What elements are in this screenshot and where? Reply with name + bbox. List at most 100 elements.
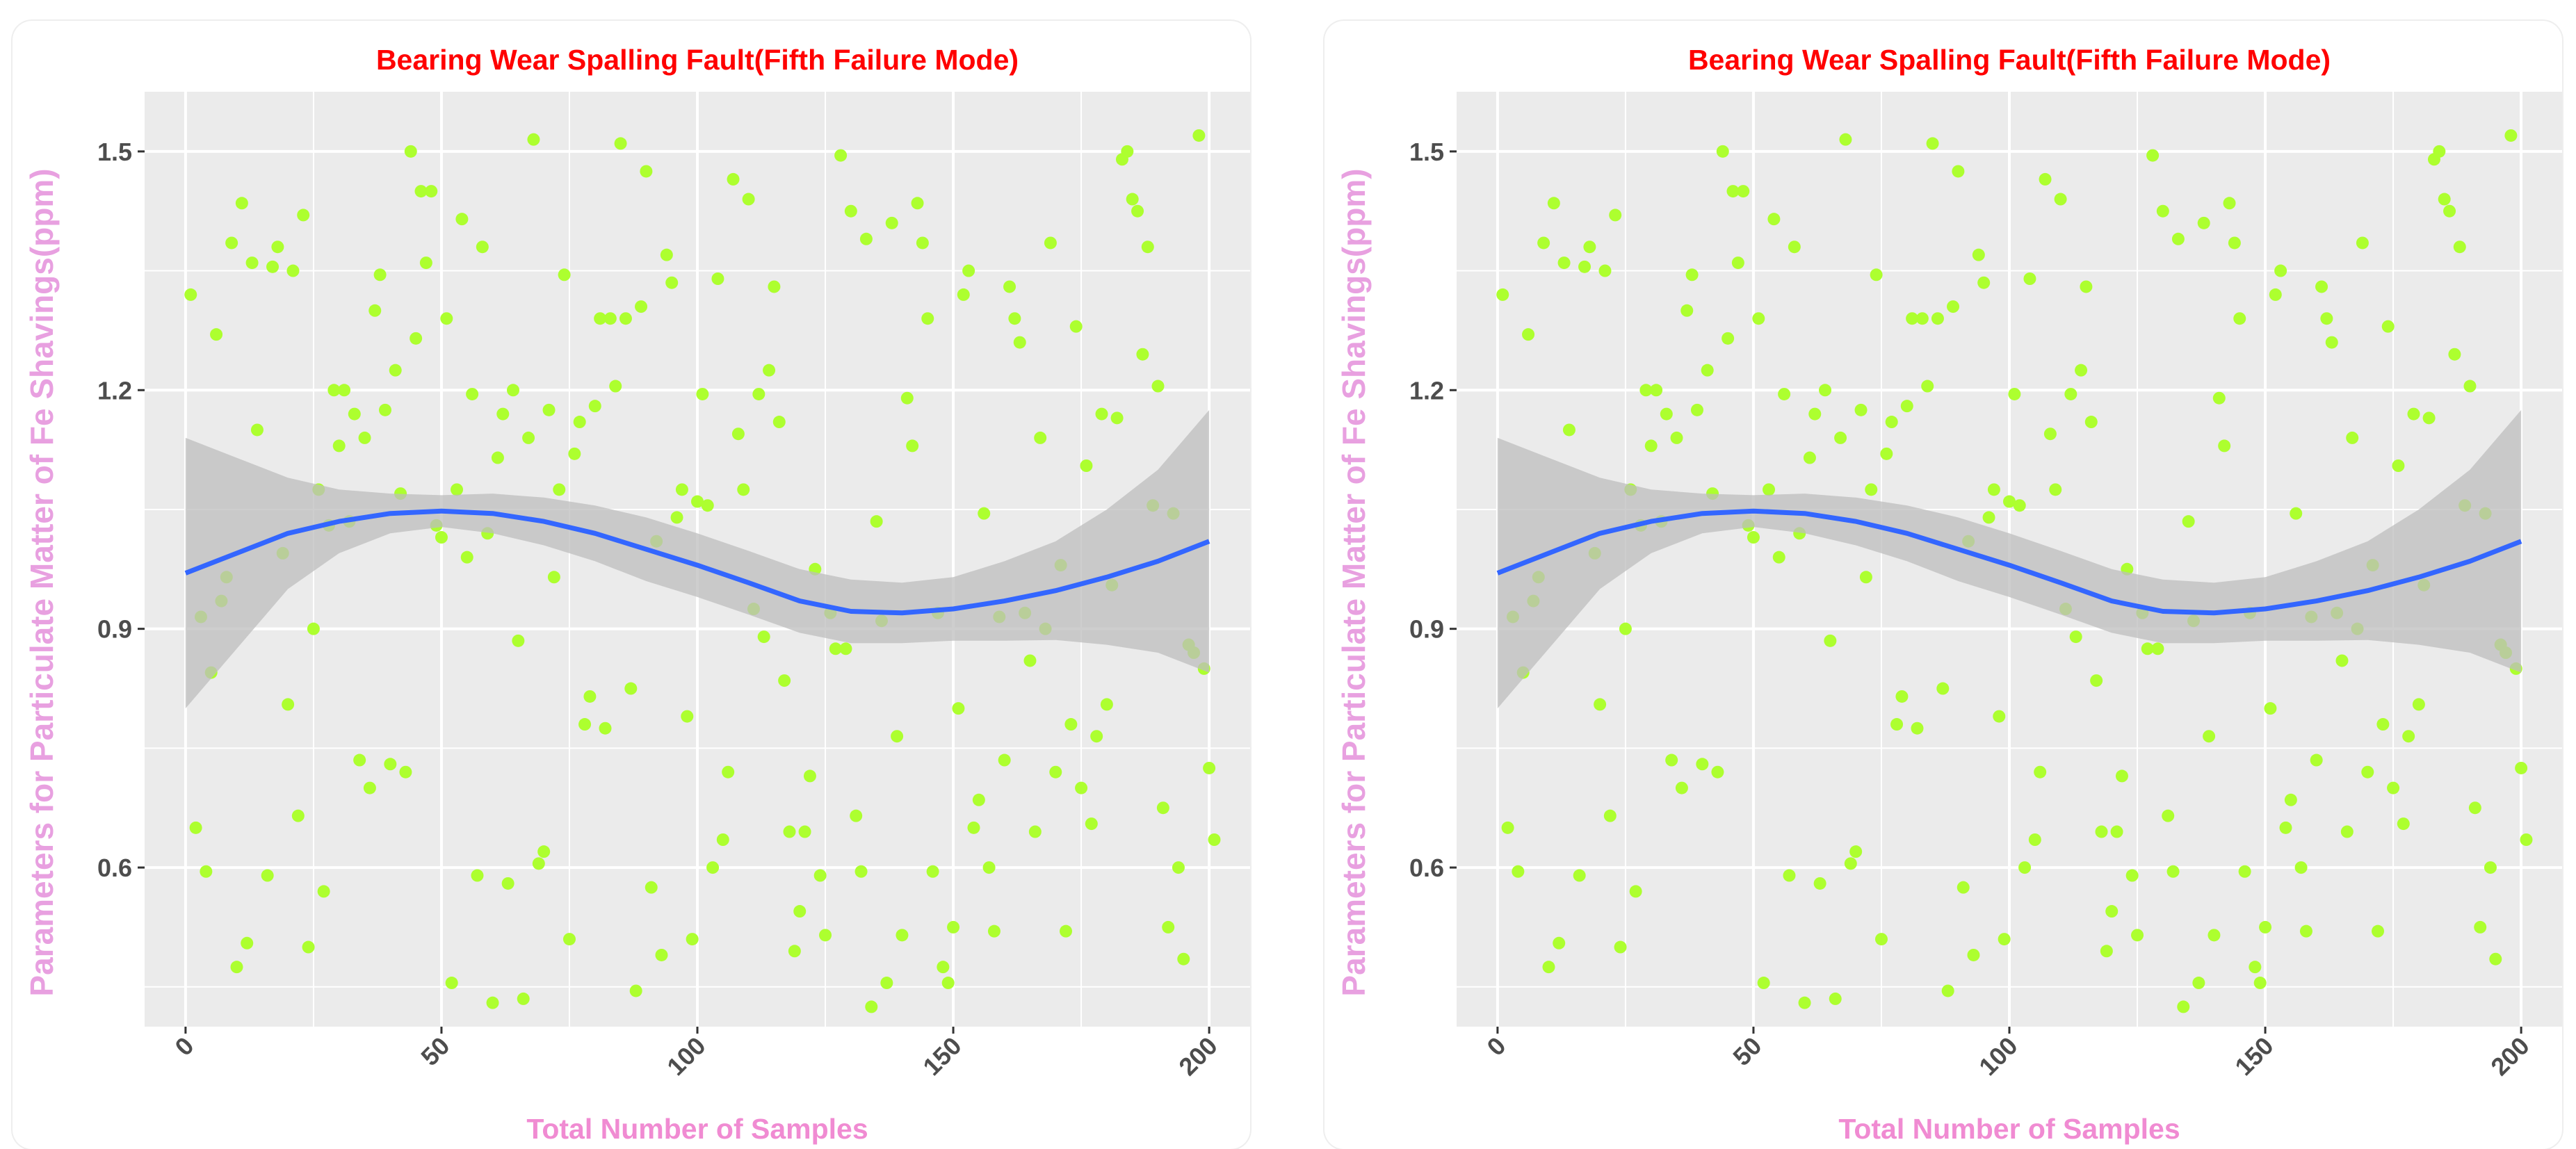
data-point bbox=[1731, 256, 1744, 270]
data-point bbox=[1172, 861, 1185, 874]
data-point bbox=[1854, 403, 1868, 416]
data-point bbox=[1629, 885, 1642, 898]
data-point bbox=[2039, 172, 2052, 186]
data-point bbox=[471, 869, 484, 882]
x-tick-label: 150 bbox=[2229, 1032, 2278, 1081]
data-point bbox=[2100, 945, 2113, 958]
data-point bbox=[1547, 197, 1560, 210]
data-point bbox=[286, 264, 300, 277]
data-point bbox=[1644, 439, 1658, 453]
data-point bbox=[967, 821, 980, 834]
data-point bbox=[1690, 403, 1703, 416]
data-point bbox=[1609, 209, 1622, 222]
data-point bbox=[1890, 718, 1904, 731]
chart-title: Bearing Wear Spalling Fault(Fifth Failur… bbox=[376, 44, 1019, 76]
data-point bbox=[491, 451, 504, 464]
data-point bbox=[2372, 924, 2384, 938]
data-point bbox=[896, 929, 909, 942]
data-point bbox=[2034, 765, 2047, 779]
data-point bbox=[225, 236, 238, 250]
data-point bbox=[947, 920, 960, 934]
data-point bbox=[2218, 439, 2231, 453]
data-point bbox=[619, 312, 632, 325]
data-point bbox=[1747, 531, 1760, 544]
data-point bbox=[558, 268, 571, 282]
data-point bbox=[512, 634, 525, 647]
data-point bbox=[1819, 384, 1831, 397]
data-point bbox=[1685, 268, 1699, 282]
data-point bbox=[1798, 996, 1811, 1009]
data-point bbox=[2290, 507, 2303, 520]
data-point bbox=[2110, 825, 2123, 838]
data-point bbox=[803, 769, 816, 783]
data-point bbox=[711, 272, 724, 285]
x-tick-label: 50 bbox=[1727, 1032, 1767, 1071]
data-point bbox=[1931, 312, 1944, 325]
data-point bbox=[645, 881, 658, 894]
data-point bbox=[1993, 710, 2006, 723]
data-point bbox=[1614, 940, 1627, 954]
data-point bbox=[2166, 865, 2180, 878]
data-point bbox=[1023, 654, 1037, 667]
scatter-chart-left: Bearing Wear Spalling Fault(Fifth Failur… bbox=[24, 44, 1250, 1145]
data-point bbox=[727, 172, 740, 186]
data-point bbox=[1095, 407, 1108, 421]
data-point bbox=[1080, 459, 1093, 472]
data-point bbox=[1573, 869, 1586, 882]
data-point bbox=[373, 268, 387, 282]
data-point bbox=[2003, 495, 2016, 508]
data-point bbox=[261, 869, 274, 882]
data-point bbox=[1110, 411, 1124, 425]
data-point bbox=[599, 722, 612, 735]
data-point bbox=[1075, 781, 1088, 794]
data-point bbox=[378, 403, 391, 416]
data-point bbox=[363, 781, 376, 794]
data-point bbox=[1947, 300, 1960, 313]
x-tick-label: 0 bbox=[1481, 1032, 1511, 1061]
data-point bbox=[358, 431, 371, 444]
data-point bbox=[245, 256, 259, 270]
data-point bbox=[1034, 431, 1047, 444]
data-point bbox=[1639, 384, 1653, 397]
data-point bbox=[2294, 861, 2308, 874]
data-point bbox=[2013, 499, 2026, 512]
data-point bbox=[1788, 241, 1801, 254]
data-point bbox=[982, 861, 996, 874]
data-point bbox=[1941, 984, 1954, 997]
data-point bbox=[1003, 280, 1016, 293]
data-point bbox=[1859, 571, 1872, 584]
data-point bbox=[2203, 730, 2216, 743]
data-point bbox=[731, 427, 745, 441]
data-point bbox=[588, 400, 601, 413]
data-point bbox=[614, 137, 627, 150]
data-point bbox=[476, 241, 489, 254]
data-point bbox=[527, 133, 540, 146]
data-point bbox=[1998, 933, 2011, 946]
data-point bbox=[507, 384, 519, 397]
data-point bbox=[2084, 416, 2098, 429]
data-point bbox=[307, 622, 320, 635]
data-point bbox=[1972, 248, 1985, 261]
data-point bbox=[1711, 765, 1724, 779]
data-point bbox=[1064, 718, 1078, 731]
data-point bbox=[297, 209, 310, 222]
data-point bbox=[532, 857, 545, 870]
data-point bbox=[1177, 952, 1190, 965]
data-point bbox=[2310, 753, 2323, 767]
data-point bbox=[1967, 948, 1980, 961]
data-point bbox=[1650, 384, 1663, 397]
data-point bbox=[445, 977, 458, 990]
data-point bbox=[1660, 407, 1673, 421]
data-point bbox=[250, 423, 264, 437]
data-point bbox=[2049, 483, 2062, 496]
data-point bbox=[2064, 387, 2077, 400]
data-point bbox=[1156, 801, 1169, 815]
data-point bbox=[839, 642, 852, 655]
data-point bbox=[1880, 447, 1893, 460]
data-point bbox=[1752, 312, 1765, 325]
data-point bbox=[189, 821, 202, 834]
data-point bbox=[716, 833, 729, 846]
data-point bbox=[737, 483, 750, 496]
data-point bbox=[2489, 952, 2502, 965]
confidence-band bbox=[185, 409, 1210, 709]
